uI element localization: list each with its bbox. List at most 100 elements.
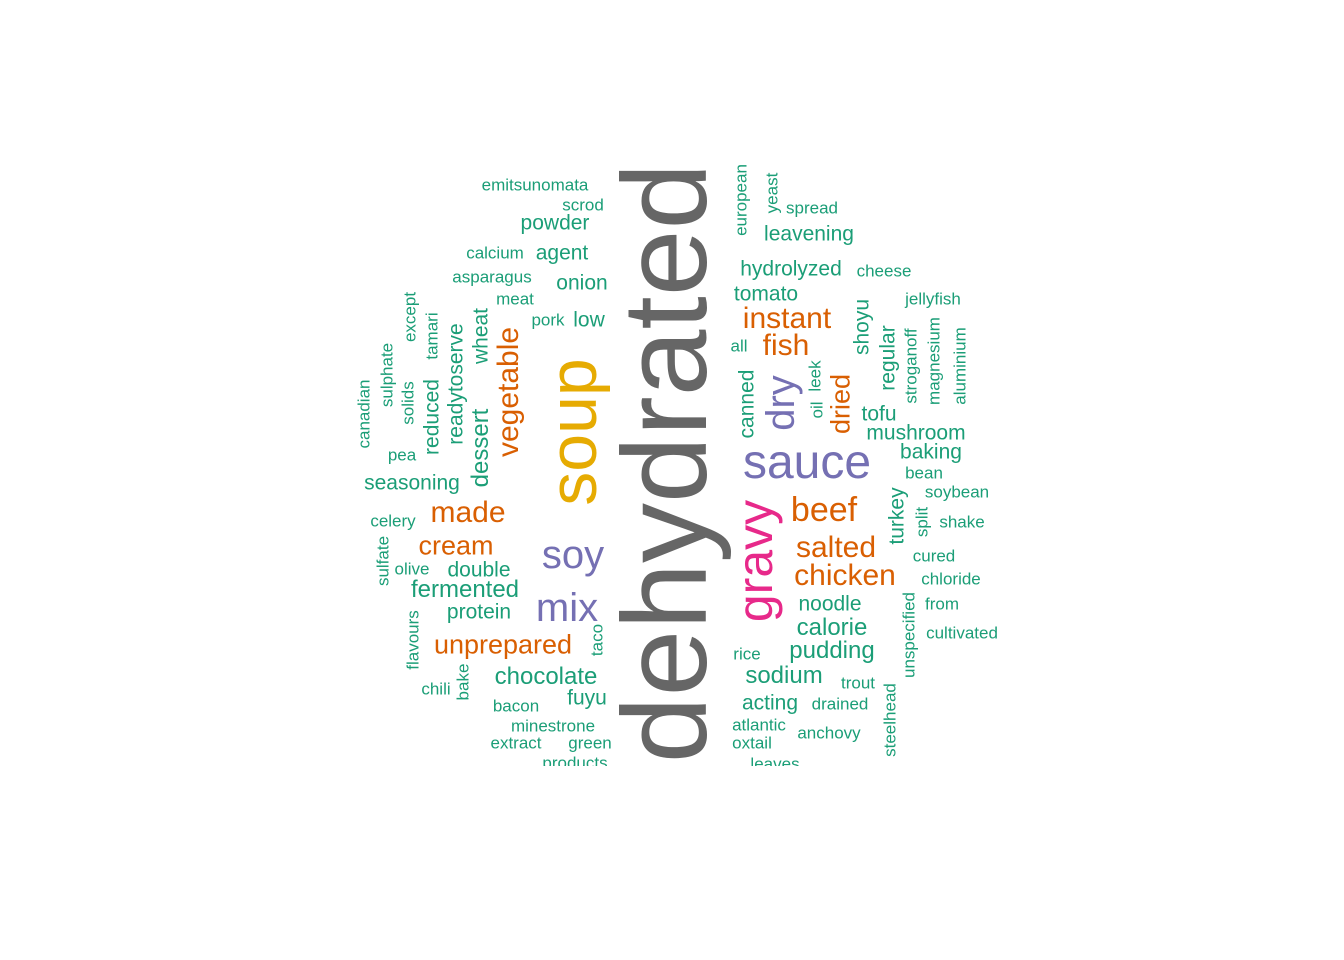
word-tomato: tomato <box>733 282 799 306</box>
word-sodium: sodium <box>745 662 823 689</box>
word-leavening: leavening <box>764 222 854 246</box>
word-trout: trout <box>840 673 876 693</box>
word-celery: celery <box>370 511 416 531</box>
word-products: products <box>542 753 608 767</box>
word-dehydrated: dehydrated <box>598 162 732 764</box>
word-soy: soy <box>541 533 605 577</box>
word-soup: soup <box>535 358 611 506</box>
word-cloud-area: dehydrated soup sauce gravy dry soy mix beef mad… <box>340 150 1020 766</box>
word-mushroom: mushroom <box>866 421 966 445</box>
word-green: green <box>568 733 612 753</box>
word-oil: oil <box>807 401 827 419</box>
word-cream: cream <box>418 530 494 561</box>
word-pork: pork <box>531 310 565 330</box>
word-olive: olive <box>394 559 430 579</box>
word-salted: salted <box>795 531 877 564</box>
word-from: from <box>925 594 959 614</box>
word-soybean: soybean <box>924 482 990 502</box>
word-shake: shake <box>939 512 985 532</box>
word-pea: pea <box>387 445 417 465</box>
word-acting: acting <box>741 691 799 715</box>
word-asparagus: asparagus <box>452 267 532 287</box>
word-steelhead: steelhead <box>880 683 900 757</box>
word-wheat: wheat <box>469 307 493 365</box>
word-chili: chili <box>421 679 451 699</box>
word-sauce: sauce <box>742 436 872 489</box>
word-agent: agent <box>535 241 589 265</box>
word-tofu: tofu <box>861 402 897 426</box>
word-vegetable: vegetable <box>492 326 525 458</box>
word-fuyu: fuyu <box>567 686 607 710</box>
word-cured: cured <box>912 546 956 566</box>
word-chloride: chloride <box>921 569 981 589</box>
word-turkey: turkey <box>885 487 909 545</box>
word-mix: mix <box>535 586 599 630</box>
word-canned: canned <box>735 369 759 439</box>
word-seasoning: seasoning <box>364 471 460 495</box>
word-sulphate: sulphate <box>377 342 397 408</box>
word-beef: beef <box>790 491 858 529</box>
word-cultivated: cultivated <box>926 623 998 643</box>
word-shoyu: shoyu <box>850 298 874 356</box>
word-extract: extract <box>490 733 542 753</box>
word-dessert: dessert <box>467 408 494 488</box>
word-powder: powder <box>520 211 590 235</box>
word-dried: dried <box>825 373 856 435</box>
word-leek: leek <box>805 360 825 392</box>
word-magnesium: magnesium <box>924 317 944 405</box>
word-leaves: leaves <box>750 754 800 767</box>
word-calcium: calcium <box>466 243 524 263</box>
word-all: all <box>730 336 748 356</box>
word-instant: instant <box>742 302 832 335</box>
word-minestrone: minestrone <box>510 716 596 736</box>
word-yeast: yeast <box>762 172 782 214</box>
word-oxtail: oxtail <box>732 733 772 753</box>
word-drained: drained <box>811 694 869 714</box>
word-anchovy: anchovy <box>797 723 861 743</box>
word-pudding: pudding <box>789 637 875 664</box>
word-tamari: tamari <box>422 312 442 360</box>
word-gravy: gravy <box>727 499 783 623</box>
word-protein: protein <box>446 600 512 624</box>
word-split: split <box>912 506 932 538</box>
word-unspecified: unspecified <box>899 591 919 679</box>
word-fermented: fermented <box>410 576 520 603</box>
word-fish: fish <box>762 329 810 362</box>
word-cheese: cheese <box>856 261 912 281</box>
word-unprepared: unprepared <box>433 629 573 660</box>
word-jellyfish: jellyfish <box>905 289 961 309</box>
word-onion: onion <box>556 271 608 295</box>
word-european: european <box>731 164 751 236</box>
word-chocolate: chocolate <box>494 663 598 690</box>
word-emitsunomata: emitsunomata <box>481 175 589 195</box>
word-regular: regular <box>876 325 900 391</box>
word-baking: baking <box>900 440 962 464</box>
word-made: made <box>430 496 506 529</box>
word-low: low <box>573 308 605 332</box>
word-chicken: chicken <box>794 559 896 592</box>
word-noodle: noodle <box>798 592 862 616</box>
word-dry: dry <box>759 375 803 431</box>
word-meat: meat <box>496 289 534 309</box>
word-scrod: scrod <box>562 195 604 215</box>
word-solids: solids <box>398 381 418 425</box>
word-readytoserve: readytoserve <box>444 323 468 445</box>
word-spread: spread <box>786 198 838 218</box>
word-bean: bean <box>905 463 943 483</box>
word-taco: taco <box>587 623 607 657</box>
word-except: except <box>400 291 420 343</box>
word-rice: rice <box>733 644 761 664</box>
word-bake: bake <box>453 663 473 701</box>
word-bacon: bacon <box>492 696 540 716</box>
word-reduced: reduced <box>420 379 444 455</box>
word-stroganoff: stroganoff <box>901 328 921 404</box>
word-hydrolyzed: hydrolyzed <box>740 257 842 281</box>
word-double: double <box>447 558 511 582</box>
word-aluminium: aluminium <box>950 327 970 405</box>
word-flavours: flavours <box>403 610 423 670</box>
word-sulfate: sulfate <box>373 535 393 587</box>
word-canadian: canadian <box>354 379 374 449</box>
word-atlantic: atlantic <box>732 715 786 735</box>
word-calorie: calorie <box>796 614 868 641</box>
